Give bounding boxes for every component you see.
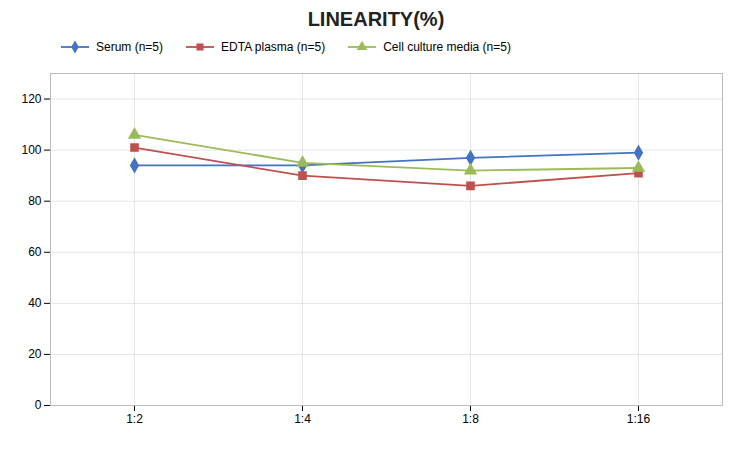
- svg-text:1:2: 1:2: [126, 412, 143, 426]
- html-text:Cell culture media (n=5): Cell culture media (n=5): [383, 40, 511, 54]
- svg-text:60: 60: [28, 245, 42, 259]
- svg-text:0: 0: [35, 398, 42, 412]
- svg-text:120: 120: [21, 92, 41, 106]
- svg-text:40: 40: [28, 296, 42, 310]
- svg-text:1:8: 1:8: [462, 412, 479, 426]
- svg-text:1:16: 1:16: [627, 412, 651, 426]
- svg-text:20: 20: [28, 347, 42, 361]
- svg-text:100: 100: [21, 143, 41, 157]
- svg-text:1:4: 1:4: [294, 412, 311, 426]
- svg-text:80: 80: [28, 194, 42, 208]
- html-text:EDTA plasma (n=5): EDTA plasma (n=5): [221, 40, 326, 54]
- html-text:Serum (n=5): Serum (n=5): [96, 40, 163, 54]
- html-text:LINEARITY(%): LINEARITY(%): [307, 8, 445, 30]
